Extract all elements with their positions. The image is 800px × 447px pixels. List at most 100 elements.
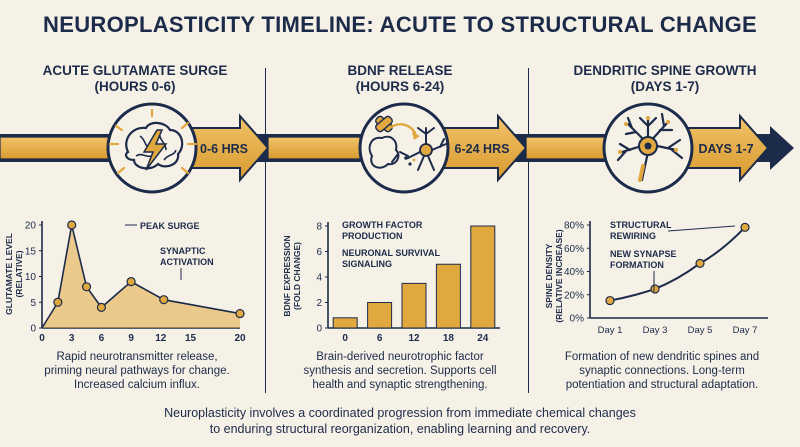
glutamate-chart: GLUTAMATE LEVEL (RELATIVE) 0 5 10 15 20 0 3 6 9 1… — [4, 220, 246, 345]
chart1-ticks: 0 5 10 15 20 0 3 6 9 12 15 20 — [25, 221, 246, 345]
bar — [401, 282, 427, 329]
data-point — [67, 220, 77, 230]
data-point — [235, 308, 245, 319]
x-tick-label: 6 — [377, 333, 383, 344]
chart2-ylabel-line2: (FOLD CHANGE) — [292, 242, 302, 310]
chart3-ylabel-line1: SPINE DENSITY — [544, 243, 554, 308]
annotation-survival-line1: NEURONAL SURVIVAL — [342, 248, 441, 258]
y-tick-label: 8 — [316, 222, 322, 233]
annotation-growth-line1: GROWTH FACTOR — [342, 220, 423, 230]
footer-line: to enduring structural reorganization, e… — [209, 422, 591, 436]
data-point — [695, 258, 705, 268]
x-tick-label: Day 1 — [598, 325, 623, 336]
y-tick-label: 0 — [316, 324, 322, 335]
stage-title-glutamate: ACUTE GLUTAMATE SURGE (HOURS 0-6) — [20, 63, 250, 95]
bar — [332, 317, 358, 329]
annotation-structural-line1: STRUCTURAL — [610, 220, 672, 230]
arrow-segment-2 — [267, 113, 528, 183]
stage-title-line2: (HOURS 6-24) — [355, 79, 445, 94]
arrow-label-1: 0-6 HRS — [200, 142, 248, 156]
annotation-synaptic-line2: ACTIVATION — [160, 257, 214, 267]
data-point — [96, 302, 107, 313]
y-tick-label: 15 — [25, 246, 37, 257]
stage-title-dendritic: DENDRITIC SPINE GROWTH (DAYS 1-7) — [550, 63, 780, 95]
arrow-label-3: DAYS 1-7 — [698, 142, 753, 156]
y-tick-label: 80% — [564, 221, 584, 232]
x-tick-label: 24 — [477, 333, 489, 344]
column-divider — [528, 68, 529, 393]
x-tick-label: 0 — [39, 333, 45, 344]
annotation-growth-line2: PRODUCTION — [342, 231, 403, 241]
chart3-ylabel-line2: (RELATIVE INCREASE) — [554, 229, 564, 323]
description-line: health and synaptic strengthening. — [312, 379, 488, 391]
bar — [470, 225, 496, 329]
bar — [367, 302, 393, 329]
annotation-synapse-line2: FORMATION — [610, 260, 664, 270]
x-tick-label: 6 — [99, 333, 105, 344]
y-tick-label: 40% — [564, 267, 584, 278]
spine-density-line — [609, 226, 746, 302]
glutamate-line — [41, 224, 241, 329]
description-line: Brain-derived neurotrophic factor — [316, 351, 484, 363]
chart1-ylabel-line2: (RELATIVE) — [14, 250, 24, 297]
chart3-ticks: 0% 20% 40% 60% 80% Day 1 Day 3 Day 5 Day 7 — [564, 221, 757, 337]
stage-title-line2: (DAYS 1-7) — [630, 79, 700, 94]
chart1-annotation-peak: PEAK SURGE — [125, 221, 200, 231]
data-point — [605, 295, 615, 306]
x-tick-label: 15 — [185, 333, 197, 344]
y-tick-label: 0 — [30, 324, 36, 335]
y-tick-label: 10 — [25, 272, 37, 283]
bar — [435, 263, 461, 329]
arrow-label-2: 6-24 HRS — [455, 142, 510, 156]
glutamate-area — [42, 225, 240, 328]
stage-description-glutamate: Rapid neurotransmitter release, priming … — [22, 350, 252, 392]
description-line: Formation of new dendritic spines and — [564, 351, 760, 363]
y-tick-label: 60% — [564, 244, 584, 255]
x-tick-label: 12 — [155, 333, 167, 344]
x-tick-label: 3 — [69, 333, 75, 344]
footer-line: Neuroplasticity involves a coordinated p… — [164, 406, 636, 420]
page-title: NEUROPLASTICITY TIMELINE: ACUTE TO STRUC… — [43, 12, 757, 37]
footer-summary: Neuroplasticity involves a coordinated p… — [0, 405, 800, 437]
stage-title-line1: BDNF RELEASE — [347, 63, 453, 78]
chart2-ylabel-line1: BDNF EXPRESSION — [282, 235, 292, 316]
annotation-survival-line2: SIGNALING — [342, 259, 392, 269]
chart1-plot — [41, 220, 245, 329]
annotation-peak-surge: PEAK SURGE — [140, 221, 200, 231]
stage-title-line1: DENDRITIC SPINE GROWTH — [573, 63, 757, 78]
stage-title-line2: (HOURS 0-6) — [94, 79, 176, 94]
description-line: potentiation and structural adaptation. — [565, 379, 759, 391]
chart3-plot — [605, 222, 750, 306]
annotation-structural-line2: REWIRING — [610, 231, 656, 241]
y-tick-label: 4 — [316, 273, 322, 284]
spine-density-chart: SPINE DENSITY (RELATIVE INCREASE) 0% 20% 4… — [544, 220, 768, 337]
chart1-annotation-synaptic: SYNAPTIC ACTIVATION — [160, 246, 214, 280]
stage-title-line1: ACUTE GLUTAMATE SURGE — [42, 63, 228, 78]
data-point — [650, 284, 660, 294]
chart2-bars — [332, 225, 496, 329]
data-point — [53, 297, 63, 307]
y-tick-label: 5 — [30, 298, 36, 309]
description-line: priming neural pathways for change. — [44, 365, 230, 377]
stage-title-bdnf: BDNF RELEASE (HOURS 6-24) — [285, 63, 515, 95]
chart3-axes — [589, 221, 768, 319]
x-tick-label: 18 — [443, 333, 455, 344]
data-point — [159, 295, 169, 305]
stage-description-dendritic: Formation of new dendritic spines and sy… — [542, 350, 782, 392]
description-line: Rapid neurotransmitter release, — [56, 351, 218, 363]
data-point — [81, 282, 92, 292]
y-tick-label: 2 — [316, 298, 322, 309]
x-tick-label: 0 — [342, 333, 348, 344]
dendritic-neuron-icon — [602, 102, 694, 194]
arrow-segment-3 — [525, 113, 770, 183]
description-line: Increased calcium influx. — [74, 379, 200, 391]
x-tick-label: 12 — [408, 333, 420, 344]
column-divider — [265, 68, 266, 393]
chart1-ylabel-line1: GLUTAMATE LEVEL — [4, 233, 14, 315]
y-tick-label: 20% — [564, 290, 584, 301]
y-tick-label: 20 — [25, 221, 37, 232]
x-tick-label: 9 — [128, 333, 134, 344]
data-point — [126, 277, 136, 287]
